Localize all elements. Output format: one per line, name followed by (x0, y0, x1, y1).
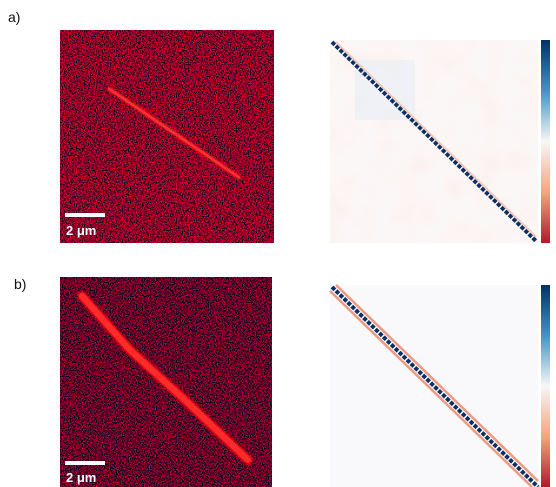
panel-a: a) 2 μm (8, 9, 550, 243)
panel-label: b) (14, 276, 26, 292)
microscopy-image: 2 μm (60, 277, 272, 487)
colorbar (541, 40, 550, 243)
panel-label: a) (8, 9, 20, 25)
panel-b: b) 2 μm (14, 276, 550, 487)
scale-bar (65, 461, 105, 465)
scale-label: 2 μm (66, 470, 96, 485)
correlation-matrix (329, 284, 550, 487)
colorbar (541, 285, 550, 487)
microscopy-image: 2 μm (60, 30, 274, 243)
correlation-matrix (330, 40, 550, 243)
scale-bar (65, 213, 105, 217)
scale-label: 2 μm (66, 223, 96, 238)
